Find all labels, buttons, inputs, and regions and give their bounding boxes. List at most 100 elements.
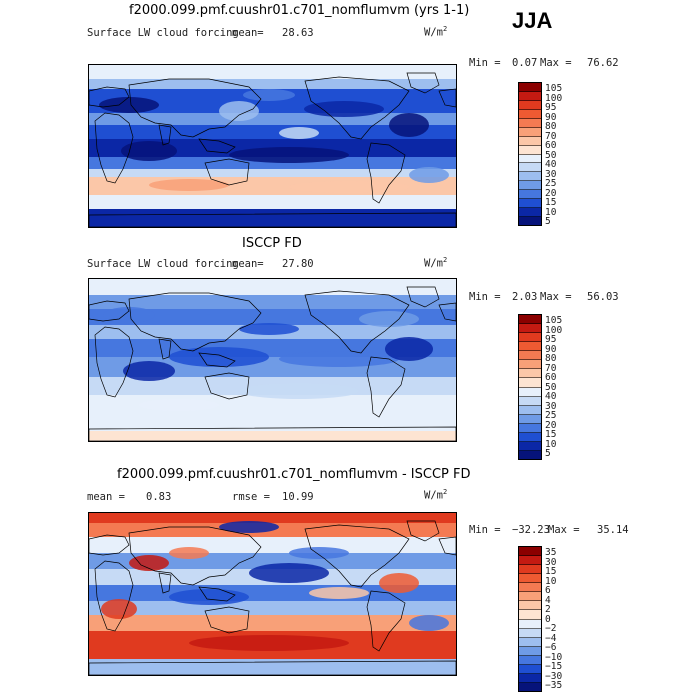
colorbar-tick-label: −2: [545, 623, 557, 634]
coastline: [198, 352, 236, 368]
coastline: [438, 302, 456, 322]
colorbar-tick-label: 25: [545, 178, 557, 189]
colorbar-swatch: [519, 441, 541, 451]
colorbar-tick-label: 15: [545, 429, 557, 440]
colorbar-tick-label: 80: [545, 353, 557, 364]
field-patch: [359, 311, 419, 327]
colorbar-swatch: [519, 432, 541, 442]
field-band: [89, 157, 456, 169]
field-band: [89, 169, 456, 177]
colorbar-tick-label: 60: [545, 372, 557, 383]
contour-map: [89, 279, 456, 441]
colorbar-swatch: [519, 655, 541, 665]
field-patch: [249, 563, 329, 583]
panel-title: f2000.099.pmf.cuushr01.c701_nomflumvm (y…: [129, 3, 470, 18]
colorbar-swatch: [519, 118, 541, 128]
coastline: [366, 590, 406, 652]
field-band: [89, 659, 456, 675]
colorbar-tick-label: 105: [545, 315, 563, 326]
colorbar-tick-label: 80: [545, 121, 557, 132]
field-patch: [189, 635, 349, 651]
colorbar-swatch: [519, 601, 541, 611]
min-label: Min =: [469, 291, 501, 303]
field-band: [89, 195, 456, 209]
colorbar-swatch: [519, 387, 541, 397]
field-patch: [99, 97, 159, 113]
field-patch: [289, 547, 349, 559]
panel-title: f2000.099.pmf.cuushr01.c701_nomflumvm - …: [117, 467, 471, 482]
colorbar-swatch: [519, 369, 541, 379]
coastline: [198, 138, 236, 154]
colorbar-swatch: [519, 619, 541, 629]
rmse-value: 10.99: [282, 491, 314, 503]
variable-label: Surface LW cloud forcing: [87, 27, 239, 39]
coastline: [438, 88, 456, 108]
colorbar-swatch: [519, 100, 541, 110]
colorbar: [518, 314, 542, 460]
coastline: [89, 212, 456, 227]
field-band: [89, 65, 456, 79]
max-value: 76.62: [587, 57, 619, 69]
field-patch: [129, 555, 169, 571]
colorbar-swatch: [519, 450, 541, 459]
coastline: [128, 292, 262, 352]
colorbar-tick-label: 40: [545, 391, 557, 402]
units-label: W/m2: [424, 256, 448, 270]
mean-label: mean=: [232, 27, 264, 39]
colorbar-tick-label: 5: [545, 216, 551, 227]
colorbar-tick-label: 10: [545, 575, 557, 587]
colorbar-tick-label: 2: [545, 604, 551, 615]
field-patch: [169, 589, 249, 605]
units-label: W/m2: [424, 488, 448, 502]
field-patch: [409, 615, 449, 631]
colorbar-tick-label: 70: [545, 130, 557, 142]
colorbar-swatch: [519, 360, 541, 370]
mean-value: 0.83: [146, 491, 172, 503]
colorbar-swatch: [519, 556, 541, 566]
colorbar-swatch: [519, 682, 541, 691]
colorbar-tick-label: 100: [545, 92, 563, 104]
coastline: [198, 586, 236, 602]
colorbar-swatch: [519, 333, 541, 343]
colorbar-swatch: [519, 592, 541, 602]
mean-label: mean=: [232, 258, 264, 270]
min-value: 2.03: [512, 291, 538, 303]
colorbar-tick-label: 6: [545, 585, 551, 596]
colorbar-labels: 35 30 15 10 6 4 2 0 −2 −4 −6 −10 −15 −30 −35: [545, 548, 585, 690]
colorbar-swatch: [519, 181, 541, 191]
coastline: [89, 534, 130, 556]
max-value: 56.03: [587, 291, 619, 303]
coastline: [94, 112, 134, 184]
coastline: [438, 536, 456, 556]
min-value: −32.23: [512, 524, 550, 536]
colorbar-swatch: [519, 673, 541, 683]
field-band: [89, 513, 456, 523]
field-band: [89, 615, 456, 631]
field-patch: [309, 587, 369, 599]
field-band: [89, 601, 456, 615]
map-panel-difference: [88, 512, 457, 676]
coastline: [304, 524, 410, 588]
field-patch: [229, 147, 349, 163]
colorbar-swatch: [519, 378, 541, 388]
colorbar-tick-label: 95: [545, 334, 557, 345]
colorbar-swatch: [519, 646, 541, 656]
colorbar-tick-label: 5: [545, 448, 551, 459]
coastline: [128, 526, 262, 586]
colorbar-swatch: [519, 199, 541, 209]
coastline: [89, 86, 130, 108]
coastline: [406, 286, 440, 308]
map-panel-observation: [88, 278, 457, 442]
colorbar-swatch: [519, 172, 541, 182]
colorbar-tick-label: −4: [545, 632, 557, 644]
coastline: [366, 356, 406, 418]
max-value: 35.14: [597, 524, 629, 536]
field-band: [89, 431, 456, 441]
colorbar-swatch: [519, 342, 541, 352]
field-patch: [101, 599, 137, 619]
coastline: [158, 572, 172, 594]
field-patch: [239, 383, 359, 399]
min-label: Min =: [469, 524, 501, 536]
field-patch: [304, 101, 384, 117]
colorbar-swatch: [519, 637, 541, 647]
